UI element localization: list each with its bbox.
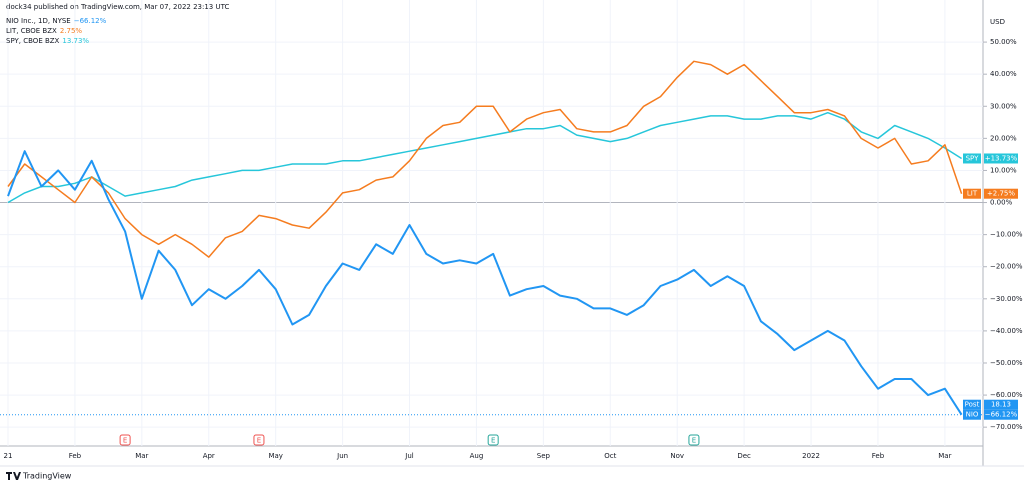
- series-line: [7, 150, 963, 416]
- legend-entry: LIT, CBOE BZX 2.75%: [6, 27, 82, 35]
- x-tick-label: Aug: [470, 452, 484, 460]
- legend-name: NIO Inc., 1D, NYSE: [6, 17, 71, 25]
- legend-entry: SPY, CBOE BZX 13.73%: [6, 37, 89, 45]
- legend-change: 13.73%: [62, 37, 89, 45]
- x-tick-label: 21: [4, 452, 13, 460]
- legend-name: SPY, CBOE BZX: [6, 37, 60, 45]
- event-label: E: [123, 437, 127, 445]
- y-tick-label: −30.00%: [990, 295, 1023, 303]
- y-tick-label: 0.00%: [990, 199, 1013, 207]
- y-tick-label: −50.00%: [990, 359, 1023, 367]
- post-price-bg: [984, 399, 1018, 410]
- currency: USD: [990, 18, 1005, 26]
- y-tick-label: 20.00%: [990, 134, 1017, 142]
- x-tick-label: Oct: [604, 452, 616, 460]
- x-tick-label: Mar: [938, 452, 951, 460]
- x-tick-label: Feb: [872, 452, 885, 460]
- event-marker: [487, 434, 499, 446]
- post-bg: [963, 399, 981, 410]
- y-tick-label: 40.00%: [990, 70, 1017, 78]
- badge-value-bg: [984, 188, 1018, 199]
- post-label: Post: [965, 401, 980, 409]
- legend-change: −66.12%: [74, 17, 107, 25]
- x-tick-label: Sep: [537, 452, 551, 460]
- badge-value: +13.73%: [985, 154, 1018, 162]
- header: dock34 published on TradingView.com, Mar…: [6, 3, 229, 11]
- badge-value: −66.12%: [985, 411, 1018, 419]
- post-price: 18.13: [991, 401, 1011, 409]
- badge-name: LIT: [967, 190, 978, 198]
- event-marker: [688, 434, 700, 446]
- x-tick-label: Feb: [69, 452, 82, 460]
- event-label: E: [692, 437, 696, 445]
- event-marker: [119, 434, 131, 446]
- y-tick-label: 50.00%: [990, 38, 1017, 46]
- y-tick-label: −20.00%: [990, 263, 1023, 271]
- x-tick-label: Mar: [135, 452, 148, 460]
- event-label: E: [491, 437, 495, 445]
- legend-name: LIT, CBOE BZX: [6, 27, 57, 35]
- y-tick-label: 10.00%: [990, 166, 1017, 174]
- legend-entry: NIO Inc., 1D, NYSE −66.12%: [6, 17, 107, 25]
- x-tick-label: Apr: [203, 452, 215, 460]
- series-line: [7, 60, 963, 258]
- badge-value-bg: [984, 409, 1018, 420]
- event-label: E: [257, 437, 261, 445]
- y-tick-label: −70.00%: [990, 423, 1023, 431]
- x-tick-label: 2022: [802, 452, 820, 460]
- y-tick-label: −60.00%: [990, 391, 1023, 399]
- badge-name-bg: [963, 409, 981, 420]
- x-tick-label: Jun: [336, 452, 348, 460]
- x-tick-label: Dec: [737, 452, 751, 460]
- x-tick-label: May: [268, 452, 282, 460]
- legend-change: 2.75%: [60, 27, 83, 35]
- event-marker: [253, 434, 265, 446]
- badge-value: +2.75%: [987, 190, 1015, 198]
- badge-name: NIO: [966, 411, 979, 419]
- logo: [6, 472, 21, 480]
- badge-name-bg: [963, 153, 981, 164]
- footer: TradingView: [22, 472, 72, 481]
- x-tick-label: Jul: [404, 452, 414, 460]
- x-tick-label: Nov: [670, 452, 684, 460]
- y-tick-label: −10.00%: [990, 231, 1023, 239]
- badge-name: SPY: [966, 154, 980, 162]
- y-tick-label: 30.00%: [990, 102, 1017, 110]
- series-line: [7, 111, 962, 204]
- badge-name-bg: [963, 188, 981, 199]
- y-tick-label: −40.00%: [990, 327, 1023, 335]
- badge-value-bg: [984, 153, 1018, 164]
